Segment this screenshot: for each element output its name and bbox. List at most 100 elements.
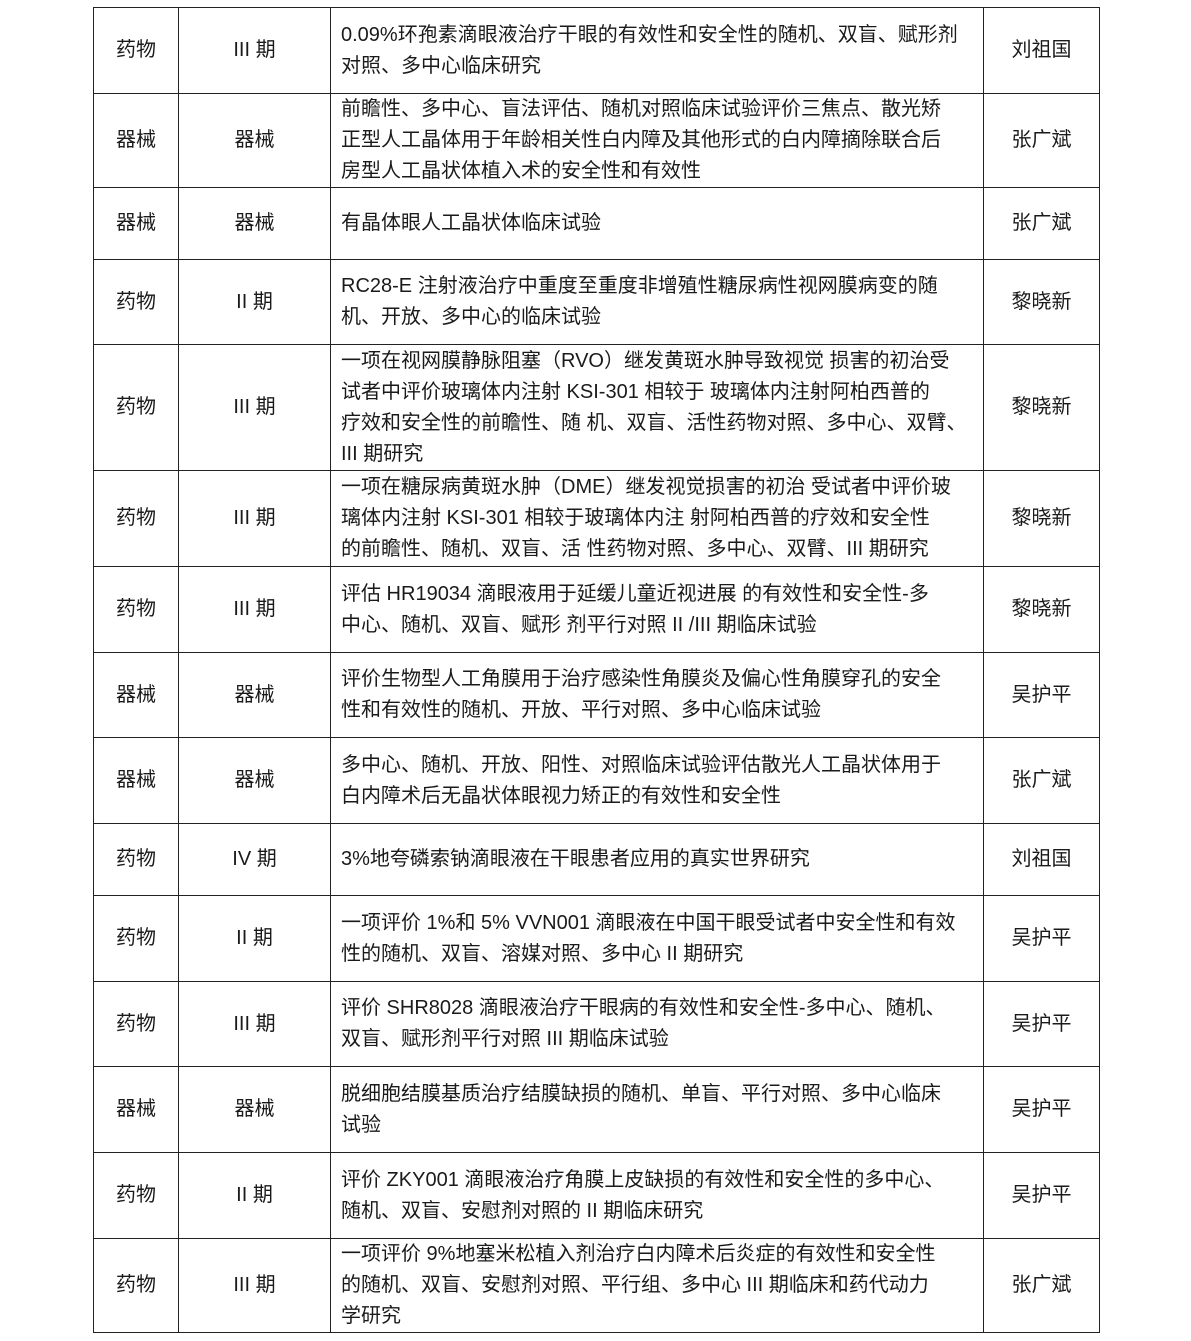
trial-title-cell: 0.09%环孢素滴眼液治疗干眼的有效性和安全性的随机、双盲、赋形剂 对照、多中心临… [330, 7, 984, 94]
trial-title-line: 评价 SHR8028 滴眼液治疗干眼病的有效性和安全性-多中心、随机、 [341, 997, 946, 1019]
trial-type-cell: 药物 [93, 1238, 179, 1333]
trial-title-line: 房型人工晶状体植入术的安全性和有效性 [341, 160, 701, 182]
trial-title-line: 前瞻性、多中心、盲法评估、随机对照临床试验评价三焦点、散光矫 [341, 98, 941, 120]
principal-investigator-cell: 张广斌 [983, 737, 1100, 824]
trial-type-cell: 药物 [93, 895, 179, 982]
table-row: 药物 III 期一项在视网膜静脉阻塞（RVO）继发黄斑水肿导致视觉 损害的初治受试… [93, 344, 1100, 471]
trial-type-cell: 药物 [93, 1152, 179, 1239]
trial-phase-cell: II 期 [178, 259, 331, 345]
trial-title-cell: 前瞻性、多中心、盲法评估、随机对照临床试验评价三焦点、散光矫 正型人工晶体用于年龄… [330, 93, 984, 188]
trial-title-line: 评价 ZKY001 滴眼液治疗角膜上皮缺损的有效性和安全性的多中心、 [341, 1168, 945, 1191]
trial-title-line: 3%地夸磷索钠滴眼液在干眼患者应用的真实世界研究 [341, 848, 810, 870]
principal-investigator-cell: 张广斌 [983, 1238, 1100, 1333]
principal-investigator-cell: 吴护平 [983, 652, 1100, 738]
table-row: 器械 器械 脱细胞结膜基质治疗结膜缺损的随机、单盲、平行对照、多中心临床 试验 吴护平 [93, 1066, 1100, 1153]
trial-type-cell: 器械 [93, 93, 179, 188]
trial-phase-cell: IV 期 [178, 823, 331, 896]
trial-title-cell: 评价 SHR8028 滴眼液治疗干眼病的有效性和安全性-多中心、随机、 双盲、赋形… [330, 981, 984, 1067]
trial-type-cell: 器械 [93, 737, 179, 824]
trial-phase-cell: III 期 [178, 566, 331, 653]
principal-investigator-cell: 张广斌 [983, 93, 1100, 188]
trial-title-line: 多中心、随机、开放、阳性、对照临床试验评估散光人工晶状体用于 [341, 753, 941, 776]
trial-title-line: 有晶体眼人工晶状体临床试验 [341, 212, 601, 234]
table-row: 药物 IV 期 3%地夸磷索钠滴眼液在干眼患者应用的真实世界研究 刘祖国 [93, 823, 1100, 896]
table-row: 药物 II 期 RC28-E 注射液治疗中重度至重度非增殖性糖尿病性视网膜病变的随机… [93, 259, 1100, 345]
table-row: 器械 器械 评价生物型人工角膜用于治疗感染性角膜炎及偏心性角膜穿孔的安全 性和有效性的… [93, 652, 1100, 738]
trial-title-cell: 一项评价 1%和 5% VVN001 滴眼液在中国干眼受试者中安全性和有效 性的随… [330, 895, 984, 982]
trial-title-cell: 有晶体眼人工晶状体临床试验 [330, 187, 984, 260]
trial-title-cell: 评价生物型人工角膜用于治疗感染性角膜炎及偏心性角膜穿孔的安全 性和有效性的随机、开… [330, 652, 984, 738]
trial-type-cell: 药物 [93, 981, 179, 1067]
trial-type-cell: 器械 [93, 652, 179, 738]
trial-title-cell: 脱细胞结膜基质治疗结膜缺损的随机、单盲、平行对照、多中心临床 试验 [330, 1066, 984, 1153]
trial-type-cell: 药物 [93, 259, 179, 345]
trial-type-cell: 器械 [93, 1066, 179, 1153]
trial-title-line: 白内障术后无晶状体眼视力矫正的有效性和安全性 [341, 784, 781, 807]
trial-title-line: 脱细胞结膜基质治疗结膜缺损的随机、单盲、平行对照、多中心临床 [341, 1082, 941, 1105]
trial-title-cell: 一项评价 9%地塞米松植入剂治疗白内障术后炎症的有效性和安全性 的随机、双盲、安慰… [330, 1238, 984, 1333]
table-row: 药物 II 期评价 ZKY001 滴眼液治疗角膜上皮缺损的有效性和安全性的多中心、… [93, 1152, 1100, 1239]
trial-title-line: 双盲、赋形剂平行对照 III 期临床试验 [341, 1028, 669, 1050]
trial-title-line: 一项在视网膜静脉阻塞（RVO）继发黄斑水肿导致视觉 损害的初治受 [341, 349, 950, 372]
principal-investigator-cell: 黎晓新 [983, 259, 1100, 345]
principal-investigator-cell: 张广斌 [983, 187, 1100, 260]
trial-title-line: 随机、双盲、安慰剂对照的 II 期临床研究 [341, 1199, 704, 1222]
trial-title-line: 性的随机、双盲、溶媒对照、多中心 II 期研究 [341, 942, 744, 965]
trial-title-line: 正型人工晶体用于年龄相关性白内障及其他形式的白内障摘除联合后 [341, 129, 941, 151]
trial-title-cell: 评估 HR19034 滴眼液用于延缓儿童近视进展 的有效性和安全性-多 中心、随机… [330, 566, 984, 653]
principal-investigator-cell: 吴护平 [983, 1066, 1100, 1153]
trial-phase-cell: II 期 [178, 895, 331, 982]
trial-title-cell: RC28-E 注射液治疗中重度至重度非增殖性糖尿病性视网膜病变的随 机、开放、多中… [330, 259, 984, 345]
trial-title-line: 0.09%环孢素滴眼液治疗干眼的有效性和安全性的随机、双盲、赋形剂 [341, 23, 958, 46]
trial-phase-cell: 器械 [178, 93, 331, 188]
trial-title-cell: 3%地夸磷索钠滴眼液在干眼患者应用的真实世界研究 [330, 823, 984, 896]
principal-investigator-cell: 吴护平 [983, 1152, 1100, 1239]
trial-phase-cell: 器械 [178, 737, 331, 824]
table-row: 器械 器械 多中心、随机、开放、阳性、对照临床试验评估散光人工晶状体用于 白内障术后无… [93, 737, 1100, 824]
trial-title-line: 试验 [341, 1113, 381, 1136]
principal-investigator-cell: 刘祖国 [983, 7, 1100, 94]
trial-title-line: 学研究 [341, 1305, 401, 1327]
table-row: 药物 III 期评估 HR19034 滴眼液用于延缓儿童近视进展 的有效性和安全性… [93, 566, 1100, 653]
trial-title-cell: 多中心、随机、开放、阳性、对照临床试验评估散光人工晶状体用于 白内障术后无晶状体眼… [330, 737, 984, 824]
trial-title-line: 疗效和安全性的前瞻性、随 机、双盲、活性药物对照、多中心、双臂、 [341, 411, 967, 434]
table-row: 药物 II 期一项评价 1%和 5% VVN001 滴眼液在中国干眼受试者中安全性… [93, 895, 1100, 982]
trial-type-cell: 器械 [93, 187, 179, 260]
table-row: 器械 器械 有晶体眼人工晶状体临床试验 张广斌 [93, 187, 1100, 260]
trial-title-cell: 评价 ZKY001 滴眼液治疗角膜上皮缺损的有效性和安全性的多中心、 随机、双盲、… [330, 1152, 984, 1239]
trial-title-line: 的前瞻性、随机、双盲、活 性药物对照、多中心、双臂、III 期研究 [341, 538, 929, 560]
trial-title-line: 机、开放、多中心的临床试验 [341, 306, 601, 328]
trial-title-line: 评估 HR19034 滴眼液用于延缓儿童近视进展 的有效性和安全性-多 [341, 582, 929, 605]
table-row: 器械 器械 前瞻性、多中心、盲法评估、随机对照临床试验评价三焦点、散光矫 正型人工晶体… [93, 93, 1100, 188]
trial-type-cell: 药物 [93, 344, 179, 471]
trial-phase-cell: 器械 [178, 187, 331, 260]
trial-phase-cell: III 期 [178, 7, 331, 94]
trial-title-cell: 一项在糖尿病黄斑水肿（DME）继发视觉损害的初治 受试者中评价玻 璃体内注射 KS… [330, 470, 984, 567]
table-row: 药物 III 期 0.09%环孢素滴眼液治疗干眼的有效性和安全性的随机、双盲、赋形剂… [93, 7, 1100, 94]
trial-phase-cell: III 期 [178, 470, 331, 567]
trial-phase-cell: III 期 [178, 1238, 331, 1333]
trial-phase-cell: III 期 [178, 981, 331, 1067]
trial-title-line: RC28-E 注射液治疗中重度至重度非增殖性糖尿病性视网膜病变的随 [341, 275, 938, 297]
trial-title-cell: 一项在视网膜静脉阻塞（RVO）继发黄斑水肿导致视觉 损害的初治受 试者中评价玻璃体… [330, 344, 984, 471]
trial-phase-cell: 器械 [178, 1066, 331, 1153]
trial-title-line: 对照、多中心临床研究 [341, 54, 541, 77]
table-row: 药物 III 期评价 SHR8028 滴眼液治疗干眼病的有效性和安全性-多中心、随… [93, 981, 1100, 1067]
trial-phase-cell: 器械 [178, 652, 331, 738]
principal-investigator-cell: 刘祖国 [983, 823, 1100, 896]
trial-title-line: 一项在糖尿病黄斑水肿（DME）继发视觉损害的初治 受试者中评价玻 [341, 476, 951, 498]
trial-type-cell: 药物 [93, 566, 179, 653]
trial-title-line: 评价生物型人工角膜用于治疗感染性角膜炎及偏心性角膜穿孔的安全 [341, 668, 941, 690]
trial-title-line: 的随机、双盲、安慰剂对照、平行组、多中心 III 期临床和药代动力 [341, 1274, 929, 1296]
clinical-trials-table: 药物 III 期 0.09%环孢素滴眼液治疗干眼的有效性和安全性的随机、双盲、赋形剂… [93, 7, 1100, 1333]
trial-title-line: 璃体内注射 KSI-301 相较于玻璃体内注 射阿柏西普的疗效和安全性 [341, 507, 930, 529]
principal-investigator-cell: 吴护平 [983, 981, 1100, 1067]
trial-title-line: 中心、随机、双盲、赋形 剂平行对照 II /III 期临床试验 [341, 613, 817, 636]
principal-investigator-cell: 吴护平 [983, 895, 1100, 982]
trial-phase-cell: II 期 [178, 1152, 331, 1239]
trial-type-cell: 药物 [93, 823, 179, 896]
trial-title-line: 试者中评价玻璃体内注射 KSI-301 相较于 玻璃体内注射阿柏西普的 [341, 380, 930, 403]
trial-title-line: 一项评价 1%和 5% VVN001 滴眼液在中国干眼受试者中安全性和有效 [341, 911, 956, 934]
trial-title-line: 性和有效性的随机、开放、平行对照、多中心临床试验 [341, 699, 821, 721]
principal-investigator-cell: 黎晓新 [983, 566, 1100, 653]
